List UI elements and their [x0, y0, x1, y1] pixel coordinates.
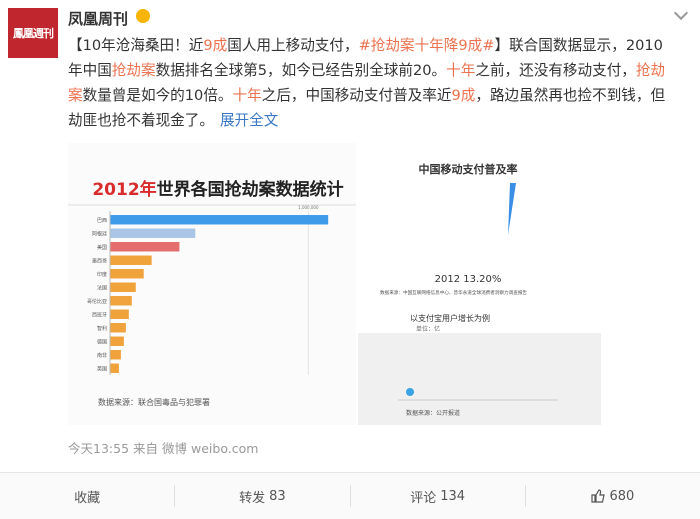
topic-link[interactable]: #抢劫案十年降9成#	[358, 37, 495, 54]
bar-label: 美国	[97, 244, 107, 251]
bar	[110, 282, 136, 292]
expand-link[interactable]: 展开全文	[219, 112, 279, 129]
from: 来自	[133, 441, 159, 456]
bar-label: 智利	[97, 325, 107, 332]
favorite-label: 收藏	[74, 490, 101, 506]
bar-label: 巴西	[97, 218, 107, 224]
bar	[110, 215, 329, 225]
repost-count: 83	[269, 488, 286, 504]
image-title: 2012年世界各国抢劫案数据统计	[92, 179, 343, 200]
title-text: 世界各国抢劫案数据统计	[157, 179, 344, 200]
text-segment: 之前，还没有移动支付，	[475, 62, 636, 79]
x-tick-label: 1,000,000	[298, 205, 319, 210]
bar	[110, 336, 124, 346]
source-top: 数据来源：中国互联网络信息中心、普华永道全球消费者洞察力调查报告	[380, 289, 527, 296]
bar-label: 墨西哥	[92, 258, 107, 264]
bar	[110, 363, 119, 373]
bar-label: 西班牙	[92, 311, 107, 318]
image[interactable]: 中国移动支付普及率 2012 13.20% 数据来源：中国互联网络信息中心、普华…	[358, 143, 601, 425]
text-segment: 数量曾是如今的10倍。	[82, 87, 233, 104]
bar-label: 法国	[97, 284, 107, 291]
text-segment: 十年	[446, 62, 476, 79]
panel	[358, 143, 601, 333]
bar	[110, 269, 144, 279]
bar-label: 印度	[97, 271, 107, 278]
bar	[110, 296, 132, 306]
source: 数据来源：联合国毒品与犯罪署	[98, 397, 210, 407]
bar-label: 阿根廷	[92, 230, 107, 237]
text-segment: 】联合国数据显示，2010年中国	[68, 37, 663, 79]
repost-label: 转发	[239, 490, 266, 506]
pointer	[508, 183, 516, 235]
comment-label: 评论	[410, 490, 437, 506]
text-segment: 【10年沧海桑田！近	[68, 37, 204, 54]
bar	[110, 242, 180, 252]
verified-badge	[136, 9, 150, 23]
comment-count: 134	[440, 488, 466, 504]
comment-button[interactable]: 评论 134	[349, 485, 525, 507]
image[interactable]: 2012年世界各国抢劫案数据统计 数据来源：联合国毒品与犯罪署 1,000,00…	[68, 143, 356, 425]
action-bar: 收藏 转发 83 评论 134 680	[0, 472, 700, 519]
text-segment: ，路边虽然再也捡不到钱，但劫匪也抢不着现金了。	[68, 87, 666, 129]
title-year: 2012年	[92, 179, 156, 200]
dot	[406, 388, 414, 396]
bar	[110, 309, 129, 319]
bar	[110, 350, 121, 360]
text-segment: 国人用上移动支付，	[227, 37, 359, 54]
repost-button[interactable]: 转发 83	[174, 485, 349, 507]
bar-label: 英国	[97, 365, 107, 372]
unit: 单位：亿	[416, 325, 440, 333]
source: 数据来源：公开报道	[406, 409, 460, 417]
bar	[110, 323, 126, 333]
text-segment: 之后，中国移动支付普及率近	[261, 87, 452, 104]
text-segment: 数据排名全球第5，如今已经告别全球前20。	[155, 62, 447, 79]
bar	[110, 255, 152, 265]
year: 2012 13.20%	[435, 274, 502, 285]
post-text: 【10年沧海桑田！近9成国人用上移动支付，#抢劫案十年降9成#】联合国数据显示，…	[68, 33, 668, 133]
year-text: 2012	[435, 274, 460, 285]
bar-label: 德国	[97, 338, 107, 345]
avatar[interactable]: 鳳凰週刊	[8, 8, 58, 58]
bar	[110, 228, 196, 238]
like-button[interactable]: 680	[524, 485, 700, 507]
client[interactable]: 微博 weibo.com	[162, 441, 259, 456]
post-meta: 今天13:55 来自 微博 weibo.com	[68, 438, 258, 457]
bar-label: 哥伦比亚	[87, 298, 107, 305]
subtitle: 以支付宝用户增长为例	[410, 313, 490, 323]
text-segment: 抢劫案	[111, 62, 156, 79]
text-segment: 9成	[451, 87, 476, 104]
rate-text: 13.20%	[463, 274, 501, 285]
image-chart: 2012年世界各国抢劫案数据统计 数据来源：联合国毒品与犯罪署 1,000,00…	[68, 179, 356, 407]
favorite-button[interactable]: 收藏	[0, 485, 174, 507]
text-segment: 十年	[232, 87, 262, 104]
image-frame: 中国移动支付普及率 2012 13.20% 数据来源：中国互联网络信息中心、普华…	[358, 143, 601, 417]
text-segment: 9成	[203, 37, 228, 54]
like-count: 680	[609, 488, 635, 504]
text-segment: 抢劫案	[68, 62, 666, 104]
bar-label: 南非	[97, 352, 107, 359]
menu-arrow[interactable]	[673, 5, 689, 21]
time[interactable]: 今天13:55	[68, 441, 130, 456]
image-title: 中国移动支付普及率	[419, 162, 518, 176]
like-icon	[591, 489, 606, 503]
user-name[interactable]: 凤凰周刊	[68, 10, 129, 28]
